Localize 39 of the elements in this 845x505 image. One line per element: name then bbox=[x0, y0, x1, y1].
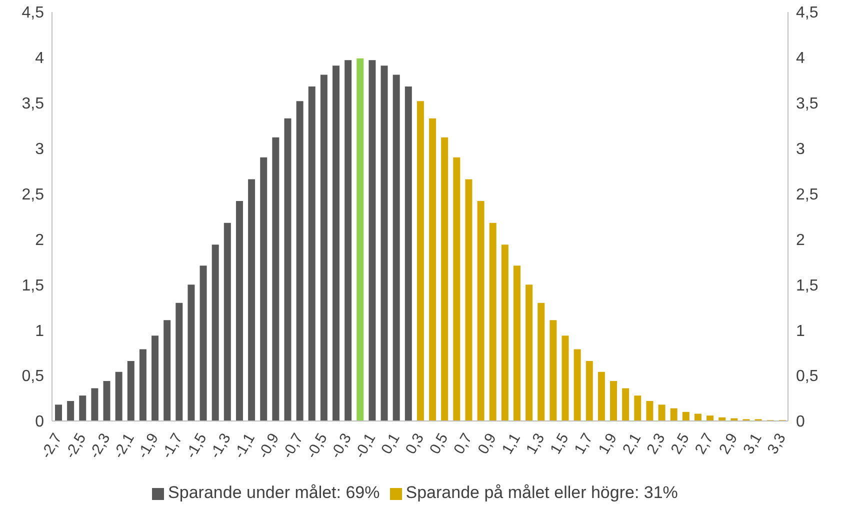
y-tick-label: 3,5 bbox=[22, 96, 44, 113]
y-tick-label: 2,5 bbox=[22, 186, 44, 204]
y2-tick-label: 3 bbox=[796, 141, 805, 158]
x-tick-label: 2,9 bbox=[716, 430, 742, 458]
y-tick-label: 1,5 bbox=[22, 277, 44, 294]
x-tick-label: 3,1 bbox=[740, 430, 766, 458]
x-tick-label: 1,1 bbox=[498, 430, 524, 458]
x-tick-label: 1,5 bbox=[547, 430, 572, 458]
x-tick-label: 0,1 bbox=[378, 430, 404, 458]
x-tick-label: 0,7 bbox=[450, 430, 476, 458]
y2-tick-label: 4,5 bbox=[796, 4, 818, 22]
x-tick-label: 0,5 bbox=[426, 430, 452, 458]
y2-tick-label: 2 bbox=[796, 232, 805, 249]
legend-label: Sparande på målet eller högre: 31% bbox=[406, 483, 678, 502]
x-tick-label: 2,7 bbox=[692, 430, 718, 458]
y-tick-label: 3 bbox=[35, 141, 44, 158]
y2-tick-label: 2,5 bbox=[796, 186, 818, 204]
y-tick-label: 1 bbox=[35, 322, 44, 340]
x-tick-label: 1,3 bbox=[522, 430, 548, 458]
y2-tick-label: 1,5 bbox=[796, 277, 818, 294]
y-tick-label: 2 bbox=[35, 232, 44, 249]
x-tick-label: 1,9 bbox=[595, 430, 621, 458]
y2-tick-label: 1 bbox=[796, 322, 805, 340]
x-tick-label: 2,5 bbox=[668, 430, 693, 458]
y2-tick-label: 0 bbox=[796, 414, 805, 431]
y2-tick-label: 3,5 bbox=[796, 96, 818, 113]
y2-tick-label: 4 bbox=[796, 50, 805, 68]
y-tick-label: 0,5 bbox=[22, 368, 44, 386]
y-tick-label: 4,5 bbox=[22, 4, 44, 22]
x-tick-label: 2,3 bbox=[644, 430, 669, 458]
y-tick-label: 0 bbox=[35, 414, 44, 431]
x-tick-label: 0,9 bbox=[474, 430, 500, 458]
x-tick-label: 3,3 bbox=[764, 430, 790, 458]
x-tick-label: 2,1 bbox=[619, 430, 645, 458]
x-tick-label: 1,7 bbox=[571, 430, 596, 458]
y-tick-label: 4 bbox=[35, 50, 44, 68]
y2-tick-label: 0,5 bbox=[796, 368, 818, 386]
legend-label: Sparande under målet: 69% bbox=[168, 483, 380, 502]
x-tick-label: 0,3 bbox=[402, 430, 428, 458]
